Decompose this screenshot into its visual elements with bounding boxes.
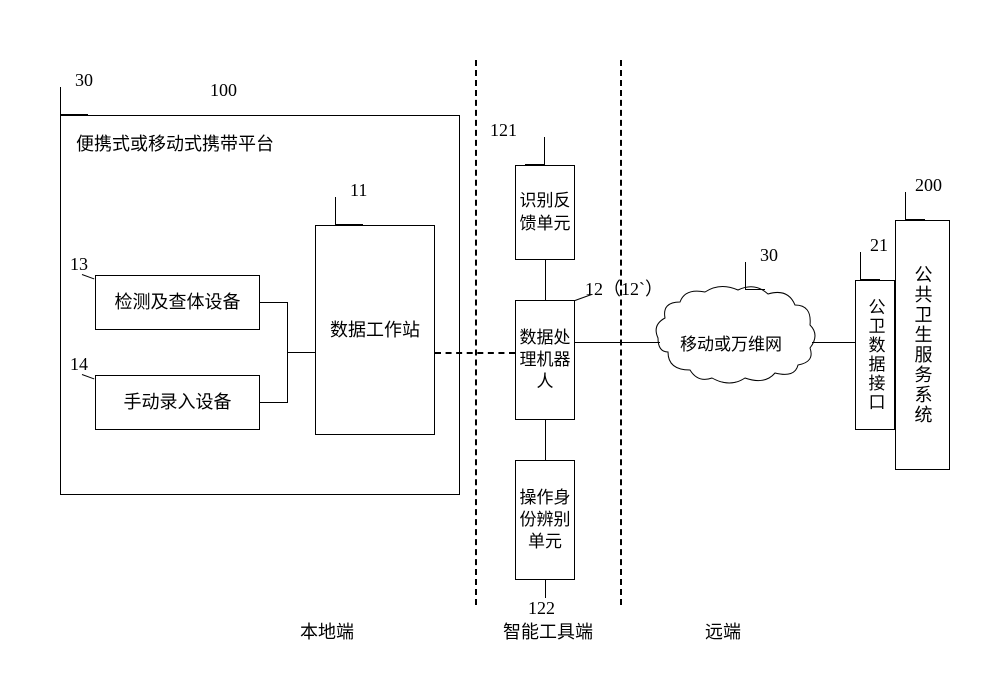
workstation-box: 数据工作站 bbox=[315, 225, 435, 435]
data-interface-ref: 21 bbox=[870, 235, 888, 256]
service-system-box: 公共卫生服务系统 bbox=[895, 220, 950, 470]
region-remote: 远端 bbox=[705, 618, 741, 644]
cloud-ref: 30 bbox=[760, 245, 778, 266]
robot-to-cloud-line bbox=[575, 342, 660, 343]
cloud-to-interface-line bbox=[812, 342, 855, 343]
identity-unit-ref-line bbox=[545, 580, 546, 598]
detect-to-bus-line bbox=[260, 302, 287, 303]
platform-ref-leader bbox=[60, 87, 88, 115]
service-system-ref-leader bbox=[905, 192, 925, 220]
cloud-text: 移动或万维网 bbox=[680, 330, 782, 355]
service-system-text: 公共卫生服务系统 bbox=[910, 265, 936, 425]
workstation-ref: 11 bbox=[350, 180, 367, 201]
manual-device-box: 手动录入设备 bbox=[95, 375, 260, 430]
bus-to-workstation-line bbox=[287, 352, 315, 353]
robot-to-identity-line bbox=[545, 420, 546, 460]
identity-unit-text: 操作身份辨别单元 bbox=[516, 487, 574, 553]
feedback-to-robot-line bbox=[545, 260, 546, 300]
feedback-unit-ref-leader bbox=[525, 137, 545, 165]
cloud-ref-leader bbox=[745, 262, 765, 290]
feedback-unit-ref: 121 bbox=[490, 120, 517, 141]
platform-ref2: 100 bbox=[210, 80, 237, 101]
manual-to-bus-line bbox=[260, 402, 287, 403]
platform-title: 便携式或移动式携带平台 bbox=[76, 131, 274, 158]
data-interface-ref-leader bbox=[860, 252, 880, 280]
feedback-unit-text: 识别反馈单元 bbox=[516, 190, 574, 234]
region-local: 本地端 bbox=[300, 618, 354, 644]
detect-device-text: 检测及查体设备 bbox=[115, 289, 241, 316]
data-robot-box: 数据处理机器人 bbox=[515, 300, 575, 420]
service-system-ref: 200 bbox=[915, 175, 942, 196]
data-interface-text: 公卫数据接口 bbox=[863, 298, 888, 412]
detect-device-box: 检测及查体设备 bbox=[95, 275, 260, 330]
divider-2 bbox=[620, 60, 622, 605]
divider-1 bbox=[475, 60, 477, 605]
platform-ref: 30 bbox=[75, 70, 93, 91]
identity-unit-ref: 122 bbox=[528, 598, 555, 619]
region-intelligent: 智能工具端 bbox=[503, 618, 593, 644]
identity-unit-box: 操作身份辨别单元 bbox=[515, 460, 575, 580]
workstation-ref-leader bbox=[335, 197, 363, 225]
data-robot-text: 数据处理机器人 bbox=[516, 327, 574, 393]
manual-device-text: 手动录入设备 bbox=[124, 389, 232, 416]
workstation-text: 数据工作站 bbox=[330, 317, 420, 344]
data-interface-box: 公卫数据接口 bbox=[855, 280, 895, 430]
feedback-unit-box: 识别反馈单元 bbox=[515, 165, 575, 260]
manual-device-ref: 14 bbox=[70, 354, 88, 375]
detect-device-ref: 13 bbox=[70, 254, 88, 275]
